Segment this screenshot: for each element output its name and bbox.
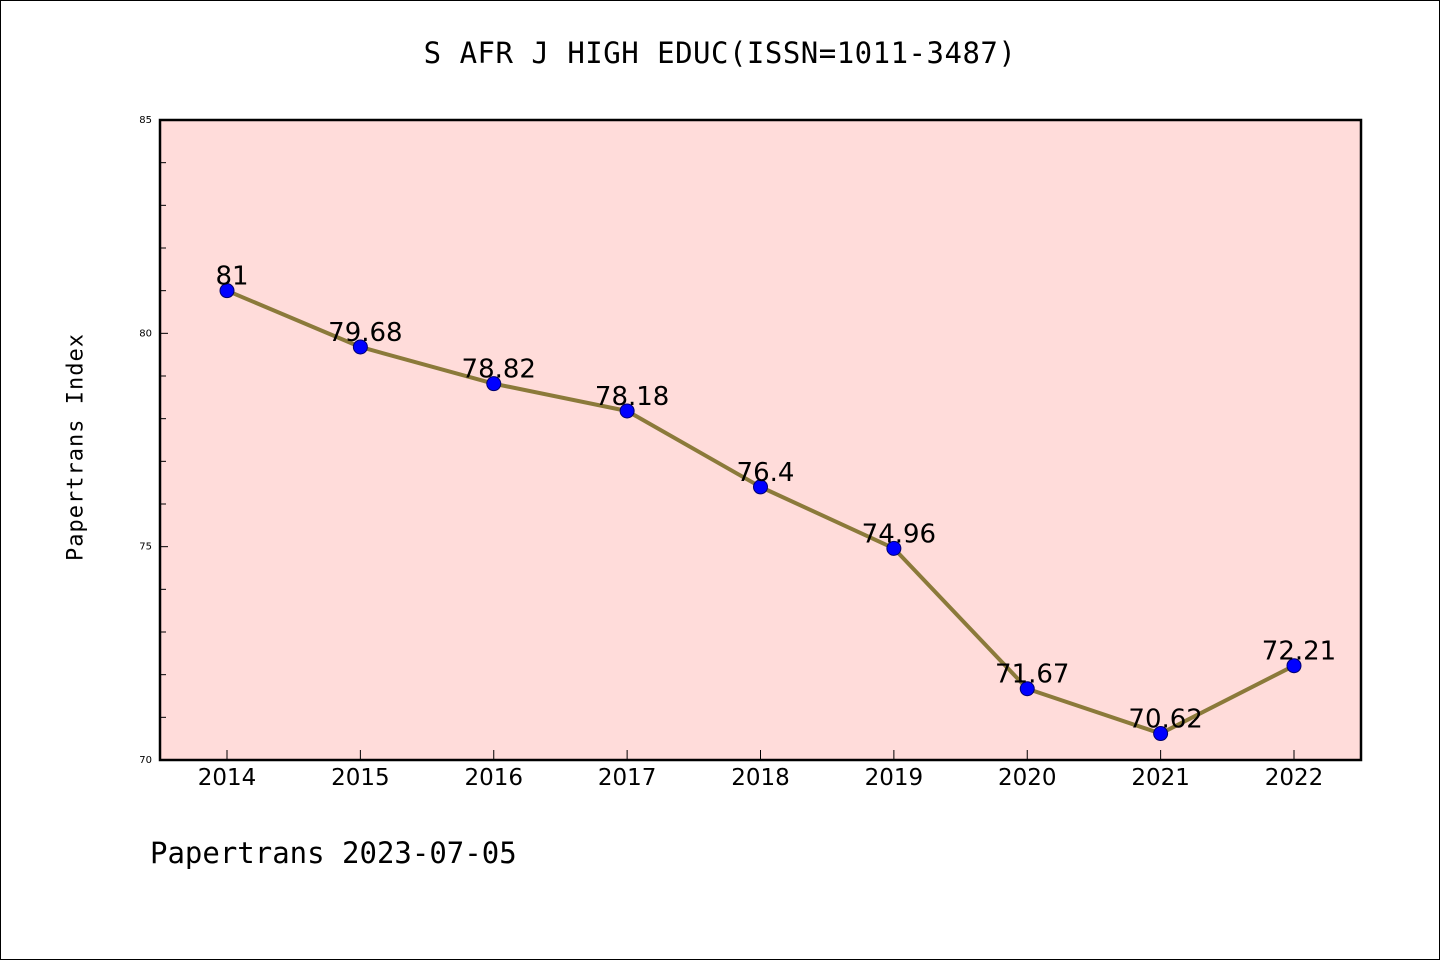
footer-note: Papertrans 2023-07-05: [150, 836, 517, 870]
data-point: [753, 479, 768, 495]
y-tick-label: 75: [139, 542, 152, 553]
data-point: [619, 403, 635, 419]
y-tick-label: 85: [139, 115, 152, 126]
x-tick-label: 2020: [998, 765, 1057, 791]
data-label: 78.18: [595, 382, 669, 412]
x-tick-label: 2015: [331, 765, 390, 791]
x-tick-label: 2017: [598, 765, 657, 791]
data-point: [219, 283, 235, 299]
data-label: 70.62: [1128, 705, 1202, 735]
x-axis: 2014 2015 2016 2017 2018 2019 2020 2021 2022: [198, 750, 1324, 791]
x-tick-label: 2018: [731, 765, 790, 791]
x-tick-label: 2014: [198, 765, 257, 791]
data-markers: [219, 283, 1302, 742]
data-point: [1019, 681, 1035, 697]
x-tick-label: 2019: [865, 765, 924, 791]
plot-area: [160, 120, 1361, 760]
x-tick-label: 2022: [1265, 765, 1324, 791]
data-label: 79.68: [328, 318, 402, 348]
data-label: 71.67: [995, 660, 1069, 690]
data-point: [1286, 658, 1302, 674]
chart-title: S AFR J HIGH EDUC(ISSN=1011-3487): [423, 36, 1017, 70]
data-point: [886, 540, 902, 556]
plot-border: [158, 118, 1363, 762]
data-point: [1153, 726, 1169, 742]
data-label: 78.82: [462, 355, 536, 385]
data-label: 72.21: [1262, 637, 1336, 667]
data-label: 74.96: [862, 519, 936, 549]
data-label: 81: [215, 262, 248, 292]
data-point: [486, 376, 502, 392]
data-point: [352, 339, 368, 355]
x-tick-label: 2016: [464, 765, 523, 791]
data-labels: 81 79.68 78.82 78.18 76.4 74.96 71.67 70.62 72.2…: [215, 262, 1336, 735]
x-tick-label: 2021: [1131, 765, 1190, 791]
y-tick-label: 70: [139, 755, 152, 766]
y-tick-label: 80: [139, 328, 152, 339]
data-label: 76.4: [737, 458, 795, 488]
